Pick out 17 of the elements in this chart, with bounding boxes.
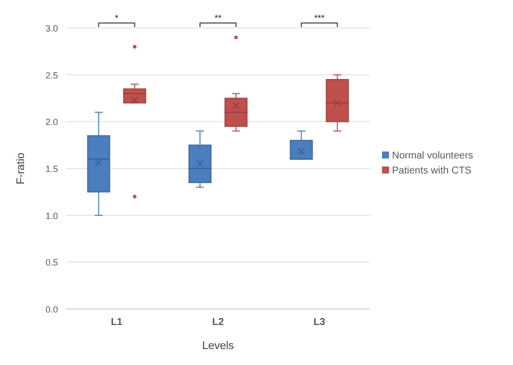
y-tick-label: 2.0 <box>45 117 58 128</box>
y-tick-label: 1.5 <box>45 164 58 174</box>
y-tick-label: 1.0 <box>45 210 58 221</box>
text: * <box>114 13 119 23</box>
x-tick-label: L3 <box>313 317 326 328</box>
y-tick-label: 3.0 <box>45 24 58 34</box>
legend-label: Patients with CTS <box>392 166 472 176</box>
x-axis-title: Levels <box>202 340 234 352</box>
x-tick-label: L1 <box>110 317 123 328</box>
text: ** <box>214 13 222 23</box>
text: *** <box>314 13 326 23</box>
x-tick-label: L2 <box>212 317 224 328</box>
y-tick-label: 0.5 <box>45 258 58 268</box>
y-tick-label: 0.0 <box>45 304 58 314</box>
y-tick-label: 2.5 <box>45 70 58 80</box>
y-axis-title: F-ratio <box>15 152 27 184</box>
legend-label: Normal volunteers <box>392 150 474 162</box>
